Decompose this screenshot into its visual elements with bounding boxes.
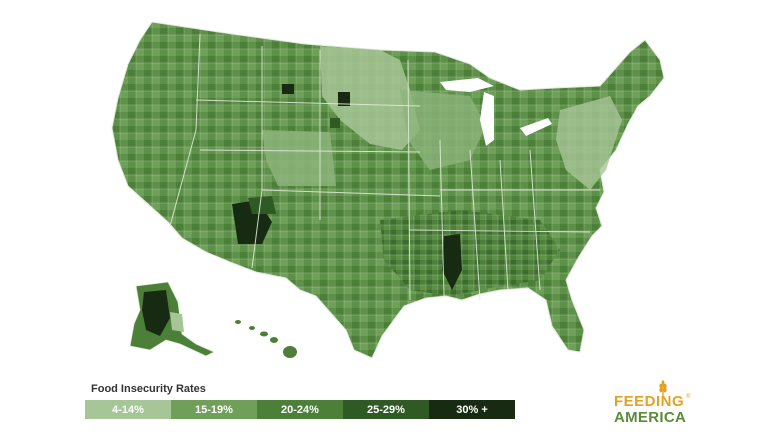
lake-superior [440,78,494,92]
northeast-light-region [556,96,622,190]
hawaii [235,320,297,358]
state-borders [169,33,600,301]
legend-title: Food Insecurity Rates [91,383,206,395]
alaska-dark-interior [142,290,170,336]
lake-erie [520,118,552,136]
legend-bin: 30% + [429,400,515,419]
nebraska-dark-spot [330,118,340,128]
brand-line-1: FEEDING [614,393,685,410]
midwest-light-region [400,90,486,170]
legend-bar: 4-14% 15-19% 20-24% 25-29% 30% + [85,400,515,419]
map-svg [111,21,665,359]
legend-bin: 25-29% [343,400,429,419]
montana-dark-spot [282,84,294,94]
lake-michigan [480,92,494,146]
northern-plains-region [320,46,420,150]
feeding-america-logo: FEEDING ® AMERICA [614,380,694,426]
legend-bin: 20-24% [257,400,343,419]
registered-mark: ® [686,394,691,400]
wheat-icon [659,380,667,396]
legend-bin: 4-14% [85,400,171,419]
us-choropleth-map [111,21,665,359]
navajo-dark-region [248,196,276,214]
alaska-light-south [170,312,184,332]
mountain-light-region [262,130,336,186]
delta-darkest-region [442,234,462,290]
legend-bin: 15-19% [171,400,257,419]
dakota-dark-spot [338,92,350,106]
brand-line-2: AMERICA [614,409,687,426]
